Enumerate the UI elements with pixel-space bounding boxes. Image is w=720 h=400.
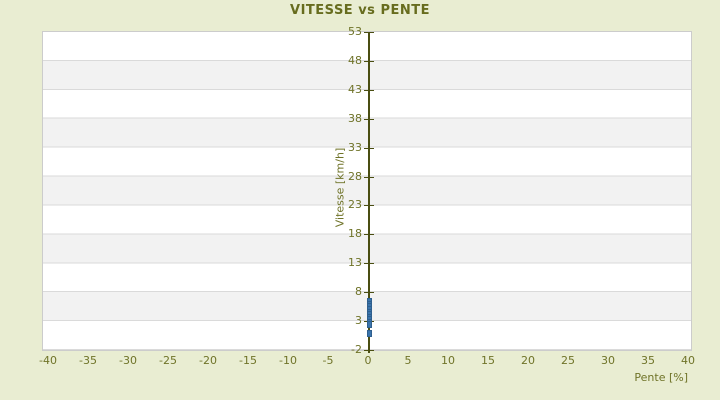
y-axis-tick (364, 350, 374, 351)
y-tick-label: -2 (351, 343, 362, 356)
y-tick-label: 23 (348, 198, 362, 211)
y-tick-label: 3 (355, 314, 362, 327)
data-point-marker (367, 321, 372, 328)
y-axis-tick (364, 205, 374, 206)
y-tick-label: 43 (348, 83, 362, 96)
x-tick-label: 0 (364, 354, 372, 367)
y-axis-line (368, 32, 370, 353)
y-axis-tick (364, 32, 374, 33)
x-tick-label: 10 (441, 354, 455, 367)
y-tick-label: 38 (348, 112, 362, 125)
x-tick-label: 15 (481, 354, 495, 367)
x-tick-label: 5 (404, 354, 412, 367)
y-tick-label: 53 (348, 25, 362, 38)
x-tick-label: -10 (279, 354, 297, 367)
x-axis-title: Pente [%] (634, 371, 688, 384)
chart-title: VITESSE vs PENTE (290, 3, 430, 18)
y-axis-tick (364, 177, 374, 178)
x-tick-label: -15 (239, 354, 257, 367)
y-tick-label: 13 (348, 256, 362, 269)
y-axis-tick (364, 148, 374, 149)
x-tick-label: -25 (159, 354, 177, 367)
x-tick-label: -5 (322, 354, 334, 367)
y-tick-label: 8 (355, 285, 362, 298)
y-tick-label: 48 (348, 54, 362, 67)
x-tick-label: -40 (39, 354, 57, 367)
x-tick-label: 35 (641, 354, 655, 367)
y-axis-tick (364, 61, 374, 62)
y-tick-label: 33 (348, 141, 362, 154)
x-tick-label: -30 (119, 354, 137, 367)
y-axis-tick (364, 263, 374, 264)
y-tick-label: 18 (348, 227, 362, 240)
y-axis-tick (364, 234, 374, 235)
plot-area (42, 31, 692, 353)
x-tick-label: -20 (199, 354, 217, 367)
y-tick-label: 28 (348, 170, 362, 183)
y-axis-tick (364, 119, 374, 120)
x-tick-label: -35 (79, 354, 97, 367)
data-point-marker (367, 330, 372, 337)
x-tick-label: 40 (681, 354, 695, 367)
y-axis-tick (364, 292, 374, 293)
x-tick-label: 20 (521, 354, 535, 367)
y-axis-tick (364, 90, 374, 91)
x-tick-label: 30 (601, 354, 615, 367)
x-tick-label: 25 (561, 354, 575, 367)
